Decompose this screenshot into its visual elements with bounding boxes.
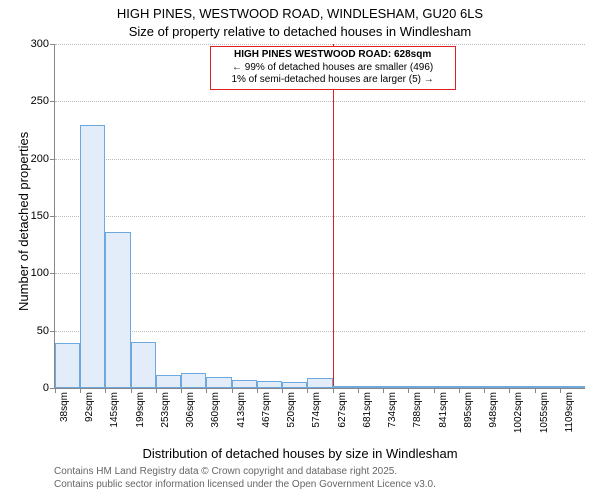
x-tick-mark	[282, 388, 283, 393]
x-tick-mark	[307, 388, 308, 393]
grid-line	[55, 159, 585, 160]
y-tick-mark	[50, 216, 55, 217]
x-tick-mark	[206, 388, 207, 393]
x-tick-mark	[560, 388, 561, 393]
y-tick-label: 0	[43, 382, 49, 394]
grid-line	[55, 273, 585, 274]
x-tick-label: 948sqm	[488, 392, 499, 428]
chart-footnote: Contains HM Land Registry data © Crown c…	[54, 466, 436, 491]
x-tick-label: 1002sqm	[513, 392, 524, 433]
y-tick-mark	[50, 101, 55, 102]
y-tick-mark	[50, 331, 55, 332]
x-tick-mark	[105, 388, 106, 393]
chart-title-line-1: HIGH PINES, WESTWOOD ROAD, WINDLESHAM, G…	[0, 6, 600, 21]
x-tick-label: 92sqm	[84, 392, 95, 422]
histogram-bar	[156, 375, 181, 388]
x-tick-mark	[181, 388, 182, 393]
y-tick-label: 100	[31, 267, 49, 279]
callout-line-2: ← 99% of detached houses are smaller (49…	[216, 62, 450, 75]
x-tick-label: 467sqm	[261, 392, 272, 428]
x-tick-label: 1109sqm	[564, 392, 575, 432]
histogram-bar	[55, 343, 80, 388]
histogram-bar	[333, 386, 358, 388]
x-tick-mark	[80, 388, 81, 393]
x-tick-label: 1055sqm	[539, 392, 550, 433]
x-tick-label: 38sqm	[59, 392, 70, 422]
y-tick-label: 150	[31, 210, 49, 222]
x-tick-label: 734sqm	[387, 392, 398, 428]
x-tick-label: 413sqm	[236, 392, 247, 428]
x-tick-mark	[232, 388, 233, 393]
x-tick-mark	[257, 388, 258, 393]
histogram-bar	[408, 386, 433, 388]
x-tick-label: 895sqm	[463, 392, 474, 428]
histogram-bar	[206, 377, 231, 388]
x-tick-mark	[383, 388, 384, 393]
x-tick-label: 841sqm	[438, 392, 449, 428]
chart-title-line-2: Size of property relative to detached ho…	[0, 24, 600, 39]
y-tick-mark	[50, 273, 55, 274]
x-tick-mark	[459, 388, 460, 393]
histogram-bar	[459, 386, 484, 388]
x-tick-mark	[509, 388, 510, 393]
histogram-bar	[434, 386, 459, 388]
x-tick-mark	[131, 388, 132, 393]
x-tick-label: 253sqm	[160, 392, 171, 428]
histogram-bar	[560, 386, 585, 388]
x-tick-label: 520sqm	[286, 392, 297, 428]
x-tick-label: 199sqm	[135, 392, 146, 428]
histogram-bar	[105, 232, 130, 388]
histogram-bar	[257, 381, 282, 388]
histogram-bar	[535, 386, 560, 388]
marker-callout-box: HIGH PINES WESTWOOD ROAD: 628sqm ← 99% o…	[210, 46, 456, 90]
x-tick-mark	[408, 388, 409, 393]
histogram-bar	[232, 380, 257, 388]
x-tick-mark	[358, 388, 359, 393]
footnote-line-1: Contains HM Land Registry data © Crown c…	[54, 466, 436, 479]
grid-line	[55, 44, 585, 45]
plot-area: HIGH PINES WESTWOOD ROAD: 628sqm ← 99% o…	[54, 44, 585, 389]
chart-frame: HIGH PINES, WESTWOOD ROAD, WINDLESHAM, G…	[0, 0, 600, 500]
grid-line	[55, 216, 585, 217]
callout-line-3: 1% of semi-detached houses are larger (5…	[216, 74, 450, 87]
footnote-line-2: Contains public sector information licen…	[54, 479, 436, 492]
x-tick-mark	[55, 388, 56, 393]
histogram-bar	[131, 342, 156, 388]
histogram-bar	[181, 373, 206, 388]
x-tick-label: 306sqm	[185, 392, 196, 428]
x-tick-mark	[535, 388, 536, 393]
y-tick-label: 250	[31, 95, 49, 107]
x-tick-mark	[156, 388, 157, 393]
x-tick-label: 627sqm	[337, 392, 348, 428]
histogram-bar	[80, 125, 105, 388]
x-tick-label: 145sqm	[109, 392, 120, 428]
x-tick-label: 681sqm	[362, 392, 373, 428]
x-tick-label: 574sqm	[311, 392, 322, 428]
callout-line-1: HIGH PINES WESTWOOD ROAD: 628sqm	[216, 49, 450, 62]
x-tick-label: 360sqm	[210, 392, 221, 428]
histogram-bar	[282, 382, 307, 388]
y-tick-mark	[50, 159, 55, 160]
histogram-bar	[383, 386, 408, 388]
histogram-bar	[307, 378, 332, 388]
y-tick-label: 200	[31, 153, 49, 165]
x-axis-label: Distribution of detached houses by size …	[0, 446, 600, 461]
x-tick-mark	[333, 388, 334, 393]
y-tick-mark	[50, 44, 55, 45]
y-tick-label: 300	[31, 38, 49, 50]
grid-line	[55, 331, 585, 332]
x-tick-mark	[484, 388, 485, 393]
y-tick-label: 50	[37, 325, 49, 337]
grid-line	[55, 101, 585, 102]
y-axis-label: Number of detached properties	[16, 132, 31, 311]
x-tick-mark	[434, 388, 435, 393]
histogram-bar	[484, 386, 509, 388]
x-tick-label: 788sqm	[412, 392, 423, 428]
histogram-bar	[509, 386, 534, 388]
histogram-bar	[358, 386, 383, 388]
